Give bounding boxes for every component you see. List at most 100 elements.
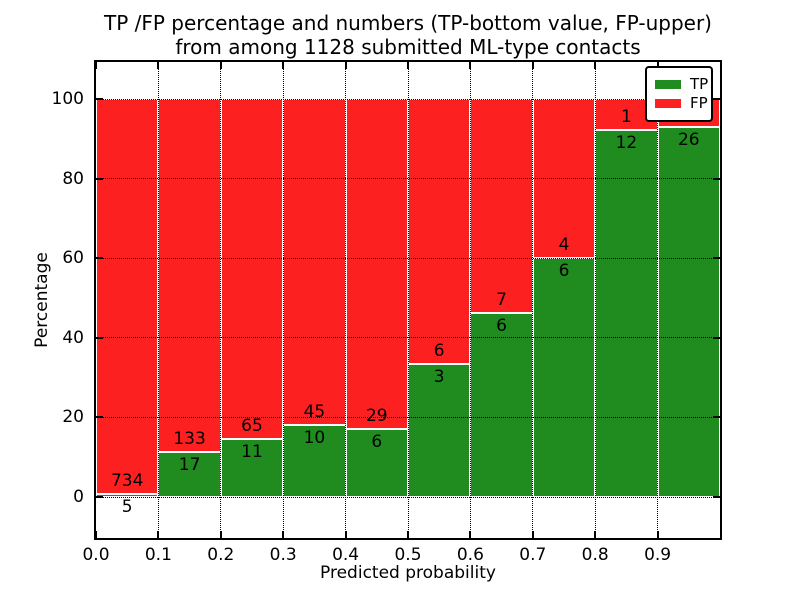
- legend-label-tp: TP: [690, 75, 709, 93]
- y-tick-label: 20: [62, 407, 84, 428]
- bar-segment-fp: [408, 99, 471, 365]
- y-tick-mark: [713, 336, 720, 339]
- x-tick-mark: [407, 531, 409, 538]
- y-tick-label: 100: [51, 89, 84, 109]
- x-tick-label: 0.9: [644, 545, 672, 565]
- bar-segment-fp: [220, 99, 284, 440]
- tp-count-label: 6: [496, 316, 507, 337]
- x-tick-mark: [469, 62, 472, 69]
- bar-segment-tp: [158, 451, 221, 497]
- tp-count-label: 3: [433, 367, 445, 388]
- legend: TP FP: [645, 66, 713, 122]
- chart-title-line-1: TP /FP percentage and numbers (TP-bottom…: [104, 11, 712, 35]
- x-tick-label: 0.3: [269, 545, 297, 565]
- y-tick-mark: [96, 336, 103, 339]
- x-tick-mark: [282, 62, 285, 69]
- bar-segment-fp: [96, 99, 159, 495]
- bar-segment-fp: [470, 99, 533, 314]
- gridline-vertical: [407, 62, 409, 538]
- left-spine: [94, 60, 96, 540]
- x-tick-mark: [531, 62, 534, 69]
- y-tick-label: 60: [62, 248, 84, 269]
- y-tick-label: 80: [62, 168, 84, 189]
- bar-segment-tp: [220, 439, 284, 497]
- gridline-vertical: [282, 62, 284, 538]
- x-tick-mark: [594, 531, 597, 538]
- tp-count-label: 26: [677, 130, 700, 151]
- fp-count-label: 29: [365, 405, 388, 426]
- gridline-vertical: [532, 62, 534, 538]
- bar-segment-tp: [345, 428, 408, 497]
- right-spine: [720, 60, 722, 540]
- legend-swatch-fp-icon: [655, 99, 681, 108]
- gridline-vertical: [220, 62, 222, 538]
- y-tick-mark: [713, 177, 720, 180]
- x-tick-label: 0.5: [394, 545, 422, 565]
- fp-count-label: 65: [241, 416, 263, 437]
- bar-segment-tp: [408, 364, 471, 497]
- bar-segment-fp: [283, 99, 346, 425]
- y-tick-mark: [713, 98, 720, 100]
- y-tick-mark: [96, 177, 103, 180]
- y-tick-label: 0: [73, 487, 84, 507]
- bar-segment-tp: [470, 313, 533, 497]
- chart-title: TP /FP percentage and numbers (TP-bottom…: [96, 11, 720, 59]
- legend-label-fp: FP: [690, 94, 708, 112]
- x-tick-mark: [219, 62, 222, 69]
- x-tick-mark: [95, 531, 97, 538]
- x-tick-label: 0.6: [456, 545, 484, 565]
- tp-count-label: 11: [241, 442, 263, 463]
- x-tick-mark: [344, 531, 347, 538]
- y-tick-mark: [96, 416, 103, 419]
- x-tick-mark: [219, 531, 222, 538]
- tp-count-label: 5: [121, 497, 133, 518]
- y-tick-mark: [713, 257, 720, 260]
- gridline-vertical: [594, 62, 596, 538]
- legend-entry-tp: TP: [655, 76, 708, 93]
- fp-count-label: 734: [110, 471, 144, 492]
- bar-segment-tp: [532, 258, 596, 497]
- gridline-vertical: [157, 62, 159, 538]
- legend-swatch-tp-icon: [655, 80, 681, 89]
- bottom-spine: [94, 538, 722, 540]
- y-tick-label: 40: [62, 327, 84, 348]
- x-tick-label: 0.8: [581, 545, 609, 565]
- tp-count-label: 6: [371, 431, 383, 452]
- x-tick-label: 0.2: [207, 545, 235, 565]
- x-tick-mark: [157, 531, 160, 538]
- gridline-vertical: [345, 62, 347, 538]
- x-tick-label: 0.4: [332, 545, 360, 565]
- y-tick-mark: [96, 257, 103, 260]
- fp-count-label: 45: [303, 401, 326, 422]
- y-tick-mark: [96, 98, 103, 100]
- x-tick-label: 0.7: [519, 545, 547, 565]
- y-tick-mark: [96, 496, 103, 498]
- x-tick-mark: [594, 62, 597, 69]
- y-tick-mark: [713, 496, 720, 498]
- legend-entry-fp: FP: [655, 95, 708, 112]
- gridline-vertical: [469, 62, 471, 538]
- fp-count-label: 1: [620, 106, 632, 127]
- bar-segment-tp: [283, 424, 346, 497]
- tp-count-label: 12: [615, 132, 638, 153]
- x-tick-mark: [469, 531, 472, 538]
- x-tick-mark: [157, 62, 160, 69]
- x-tick-label: 0.1: [144, 545, 172, 565]
- chart-title-line-2: from among 1128 submitted ML-type contac…: [175, 35, 641, 59]
- tp-count-label: 6: [558, 261, 570, 282]
- fp-count-label: 6: [433, 341, 445, 362]
- fp-count-label: 4: [558, 235, 570, 256]
- tp-count-label: 17: [178, 454, 201, 475]
- fp-count-label: 133: [173, 428, 206, 449]
- top-spine: [94, 60, 722, 62]
- bar-segment-tp: [595, 129, 658, 497]
- bar-segment-fp: [345, 99, 408, 429]
- tp-count-label: 10: [303, 427, 326, 448]
- x-axis-label: Predicted probability: [320, 563, 496, 583]
- y-tick-mark: [713, 416, 720, 419]
- x-tick-mark: [95, 62, 97, 69]
- x-tick-label: 0.0: [82, 545, 110, 565]
- fp-count-label: 7: [496, 290, 507, 311]
- x-tick-mark: [656, 531, 659, 538]
